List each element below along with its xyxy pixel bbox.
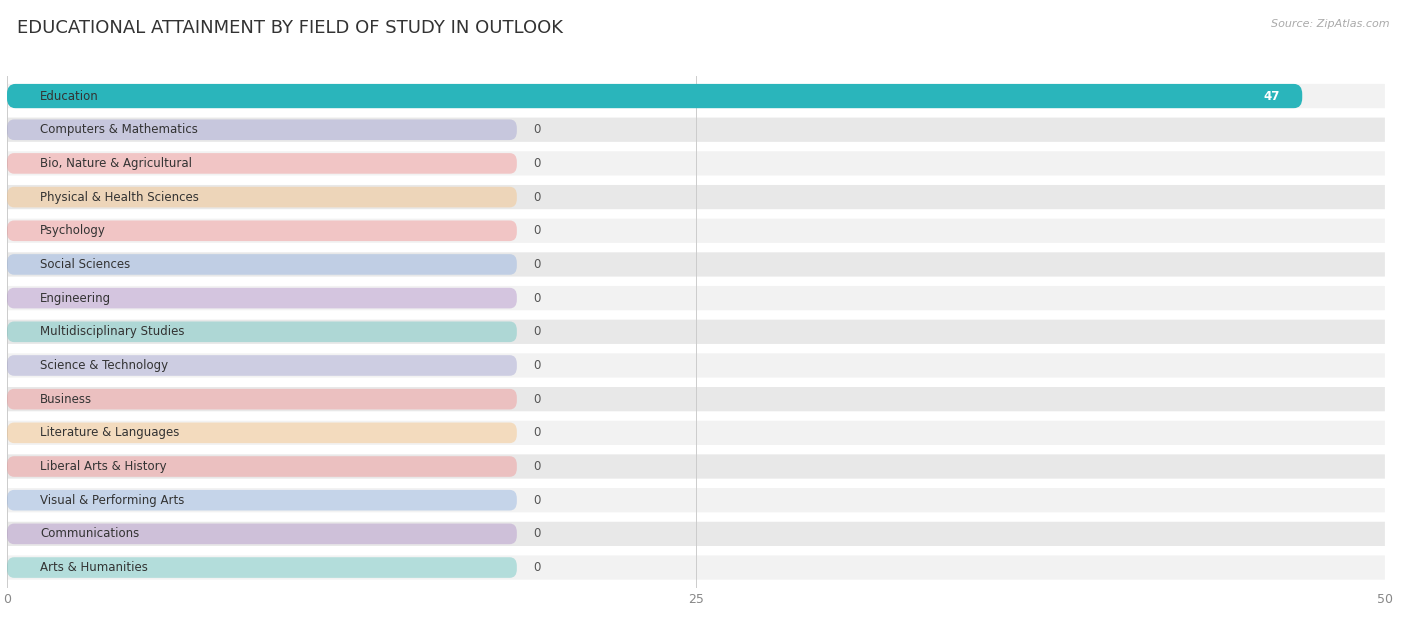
FancyBboxPatch shape [7, 454, 1385, 478]
FancyBboxPatch shape [7, 322, 517, 342]
Text: Science & Technology: Science & Technology [41, 359, 169, 372]
Text: Communications: Communications [41, 527, 139, 540]
Text: Computers & Mathematics: Computers & Mathematics [41, 123, 198, 137]
FancyBboxPatch shape [7, 119, 517, 140]
Text: Arts & Humanities: Arts & Humanities [41, 561, 148, 574]
FancyBboxPatch shape [7, 252, 1385, 277]
FancyBboxPatch shape [7, 421, 1385, 445]
FancyBboxPatch shape [7, 488, 1385, 513]
FancyBboxPatch shape [7, 288, 517, 308]
Text: 47: 47 [1264, 90, 1281, 102]
Text: 0: 0 [533, 392, 541, 406]
FancyBboxPatch shape [7, 286, 1385, 310]
FancyBboxPatch shape [7, 219, 1385, 243]
Text: 0: 0 [533, 123, 541, 137]
FancyBboxPatch shape [7, 456, 517, 477]
FancyBboxPatch shape [7, 557, 517, 578]
Text: Business: Business [41, 392, 93, 406]
FancyBboxPatch shape [7, 353, 1385, 377]
Text: 0: 0 [533, 157, 541, 170]
Text: Education: Education [41, 90, 98, 102]
FancyBboxPatch shape [7, 221, 517, 241]
FancyBboxPatch shape [7, 151, 1385, 176]
FancyBboxPatch shape [7, 84, 1385, 108]
FancyBboxPatch shape [7, 185, 1385, 209]
FancyBboxPatch shape [7, 490, 517, 511]
FancyBboxPatch shape [7, 187, 517, 207]
Text: Liberal Arts & History: Liberal Arts & History [41, 460, 167, 473]
Text: 0: 0 [533, 258, 541, 271]
FancyBboxPatch shape [7, 423, 517, 443]
Text: 0: 0 [533, 561, 541, 574]
FancyBboxPatch shape [7, 84, 1302, 108]
Text: 0: 0 [533, 460, 541, 473]
Text: 0: 0 [533, 224, 541, 237]
FancyBboxPatch shape [7, 254, 517, 275]
Text: 0: 0 [533, 291, 541, 305]
Text: EDUCATIONAL ATTAINMENT BY FIELD OF STUDY IN OUTLOOK: EDUCATIONAL ATTAINMENT BY FIELD OF STUDY… [17, 19, 562, 37]
Text: Physical & Health Sciences: Physical & Health Sciences [41, 191, 200, 204]
FancyBboxPatch shape [7, 86, 517, 106]
Text: Visual & Performing Arts: Visual & Performing Arts [41, 494, 184, 507]
Text: 0: 0 [533, 427, 541, 439]
Text: 0: 0 [533, 325, 541, 338]
FancyBboxPatch shape [7, 118, 1385, 142]
FancyBboxPatch shape [7, 320, 1385, 344]
FancyBboxPatch shape [7, 389, 517, 410]
FancyBboxPatch shape [7, 387, 1385, 411]
Text: Social Sciences: Social Sciences [41, 258, 131, 271]
FancyBboxPatch shape [7, 522, 1385, 546]
FancyBboxPatch shape [7, 523, 517, 544]
Text: Literature & Languages: Literature & Languages [41, 427, 180, 439]
Text: 0: 0 [533, 494, 541, 507]
Text: Engineering: Engineering [41, 291, 111, 305]
FancyBboxPatch shape [7, 355, 517, 376]
Text: Psychology: Psychology [41, 224, 105, 237]
Text: 0: 0 [533, 359, 541, 372]
FancyBboxPatch shape [7, 153, 517, 174]
Text: Multidisciplinary Studies: Multidisciplinary Studies [41, 325, 184, 338]
FancyBboxPatch shape [7, 556, 1385, 580]
Text: 0: 0 [533, 527, 541, 540]
Text: 0: 0 [533, 191, 541, 204]
Text: Source: ZipAtlas.com: Source: ZipAtlas.com [1271, 19, 1389, 29]
Text: Bio, Nature & Agricultural: Bio, Nature & Agricultural [41, 157, 193, 170]
